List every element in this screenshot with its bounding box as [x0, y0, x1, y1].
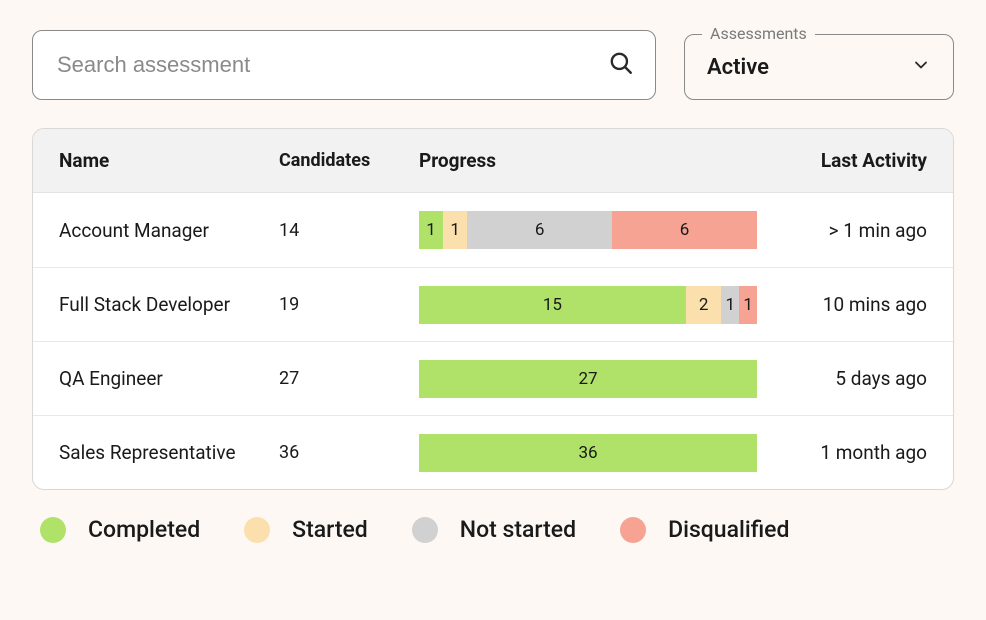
- progress-bar: 27: [419, 360, 757, 398]
- progress-segment-disqualified: 6: [612, 211, 757, 249]
- filter-select[interactable]: Active: [684, 34, 954, 100]
- cell-last-activity: > 1 min ago: [787, 219, 927, 242]
- progress-segment-completed: 27: [419, 360, 757, 398]
- header-last-activity: Last Activity: [787, 149, 927, 172]
- progress-bar: 36: [419, 434, 757, 472]
- assessments-table: Name Candidates Progress Last Activity A…: [32, 128, 954, 490]
- search-input[interactable]: [32, 30, 656, 100]
- cell-progress: 15211: [419, 286, 787, 324]
- progress-bar: 15211: [419, 286, 757, 324]
- search-icon[interactable]: [608, 50, 634, 80]
- cell-last-activity: 10 mins ago: [787, 293, 927, 316]
- filter-value: Active: [707, 55, 769, 80]
- legend-item-disqualified: Disqualified: [620, 516, 789, 543]
- table-header: Name Candidates Progress Last Activity: [33, 129, 953, 193]
- legend-item-started: Started: [244, 516, 368, 543]
- header-name: Name: [59, 149, 279, 172]
- cell-candidates: 27: [279, 368, 419, 389]
- search-field-wrap: [32, 30, 656, 100]
- table-row[interactable]: Account Manager141166> 1 min ago: [33, 193, 953, 267]
- cell-candidates: 19: [279, 294, 419, 315]
- legend-swatch: [620, 517, 646, 543]
- legend-swatch: [244, 517, 270, 543]
- cell-candidates: 36: [279, 442, 419, 463]
- legend-swatch: [40, 517, 66, 543]
- filter-bar: Assessments Active: [32, 30, 954, 100]
- cell-progress: 36: [419, 434, 787, 472]
- progress-segment-started: 1: [443, 211, 467, 249]
- cell-progress: 27: [419, 360, 787, 398]
- legend-item-not_started: Not started: [412, 516, 576, 543]
- progress-segment-not_started: 1: [721, 286, 739, 324]
- progress-segment-completed: 15: [419, 286, 686, 324]
- legend-label: Disqualified: [668, 516, 789, 543]
- header-progress: Progress: [419, 149, 787, 172]
- progress-segment-disqualified: 1: [739, 286, 757, 324]
- progress-segment-started: 2: [686, 286, 722, 324]
- legend-label: Not started: [460, 516, 576, 543]
- cell-name: Full Stack Developer: [59, 293, 279, 316]
- cell-name: QA Engineer: [59, 367, 279, 390]
- assessments-filter: Assessments Active: [684, 34, 954, 100]
- table-row[interactable]: Sales Representative36361 month ago: [33, 415, 953, 489]
- table-row[interactable]: QA Engineer27275 days ago: [33, 341, 953, 415]
- progress-bar: 1166: [419, 211, 757, 249]
- filter-label: Assessments: [702, 24, 815, 43]
- table-body: Account Manager141166> 1 min agoFull Sta…: [33, 193, 953, 489]
- cell-progress: 1166: [419, 211, 787, 249]
- legend-item-completed: Completed: [40, 516, 200, 543]
- cell-candidates: 14: [279, 220, 419, 241]
- progress-segment-completed: 36: [419, 434, 757, 472]
- chevron-down-icon: [911, 55, 931, 79]
- legend: Completed Started Not started Disqualified: [32, 516, 954, 543]
- progress-segment-not_started: 6: [467, 211, 612, 249]
- table-row[interactable]: Full Stack Developer1915211 10 mins ago: [33, 267, 953, 341]
- cell-name: Account Manager: [59, 219, 279, 242]
- legend-label: Completed: [88, 516, 200, 543]
- legend-label: Started: [292, 516, 368, 543]
- progress-segment-completed: 1: [419, 211, 443, 249]
- cell-last-activity: 5 days ago: [787, 367, 927, 390]
- header-candidates: Candidates: [279, 150, 419, 171]
- legend-swatch: [412, 517, 438, 543]
- cell-name: Sales Representative: [59, 441, 279, 464]
- cell-last-activity: 1 month ago: [787, 441, 927, 464]
